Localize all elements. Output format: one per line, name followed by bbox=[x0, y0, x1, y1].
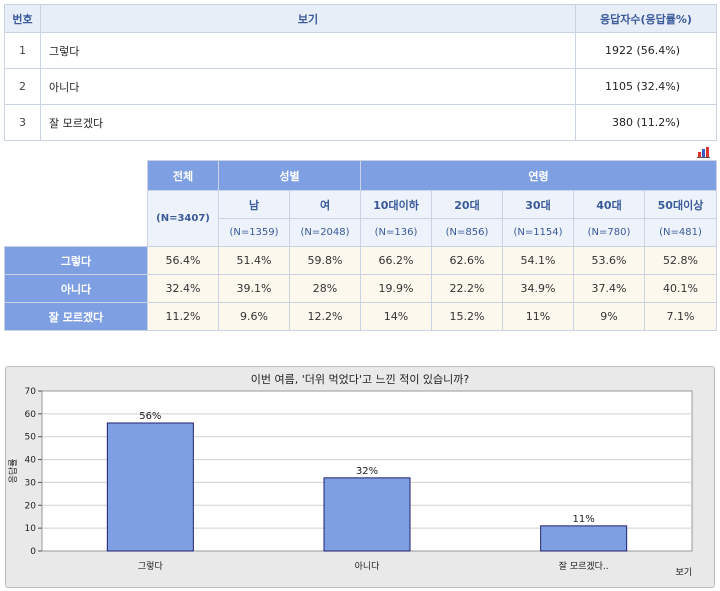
cell-value: 52.8% bbox=[644, 246, 717, 275]
chart-panel: 이번 여름, '더위 먹었다'고 느낀 적이 있습니까? 0 10 20 30 40 50… bbox=[5, 366, 715, 588]
x-axis-label: 보기 bbox=[675, 567, 692, 578]
column-n: (N=481) bbox=[644, 218, 717, 247]
column-label: 30대 bbox=[502, 190, 574, 219]
cell-value: 11% bbox=[502, 302, 574, 331]
cell-value: 37.4% bbox=[573, 274, 645, 303]
cross-tab-table: 전체 성별 연령 (N=3407) 남 여 10대이하 20대 30대 40대 … bbox=[4, 160, 717, 331]
cell-value: 11.2% bbox=[147, 302, 219, 331]
table-row: 잘 모르겠다 11.2% 9.6% 12.2% 14% 15.2% 11% 9%… bbox=[4, 302, 717, 331]
y-tick-label: 50 bbox=[25, 433, 37, 443]
bars: 56% 32% 11% bbox=[106, 411, 628, 552]
column-n: (N=1359) bbox=[218, 218, 290, 247]
bar-chart-icon[interactable] bbox=[697, 147, 710, 158]
cell-value: 54.1% bbox=[502, 246, 574, 275]
cell-value: 19.9% bbox=[360, 274, 432, 303]
total-n: (N=3407) bbox=[147, 190, 219, 247]
bar-data-label: 32% bbox=[356, 466, 378, 477]
cell-value: 28% bbox=[289, 274, 361, 303]
table-row: 1 그렇다 1922 (56.4%) bbox=[4, 32, 717, 69]
x-tick-label: 아니다 bbox=[355, 561, 381, 572]
y-axis-ticks: 0 10 20 30 40 50 60 70 bbox=[25, 387, 42, 557]
column-n: (N=780) bbox=[573, 218, 645, 247]
row-option: 아니다 bbox=[40, 68, 576, 105]
column-label: 20대 bbox=[431, 190, 503, 219]
bar-data-label: 11% bbox=[573, 514, 595, 525]
y-axis-label: 응답률 bbox=[7, 459, 19, 484]
cell-value: 34.9% bbox=[502, 274, 574, 303]
x-tick-label: 잘 모르겠다.. bbox=[559, 560, 609, 572]
chart-title: 이번 여름, '더위 먹었다'고 느낀 적이 있습니까? bbox=[251, 373, 470, 386]
cell-value: 59.8% bbox=[289, 246, 361, 275]
row-label: 그렇다 bbox=[4, 246, 148, 275]
column-label: 여 bbox=[289, 190, 361, 219]
table-row: 그렇다 56.4% 51.4% 59.8% 66.2% 62.6% 54.1% … bbox=[4, 246, 717, 275]
cell-value: 7.1% bbox=[644, 302, 717, 331]
row-number: 3 bbox=[4, 104, 41, 141]
bar-chart: 이번 여름, '더위 먹었다'고 느낀 적이 있습니까? 0 10 20 30 40 50… bbox=[7, 373, 693, 578]
cell-value: 12.2% bbox=[289, 302, 361, 331]
cell-value: 32.4% bbox=[147, 274, 219, 303]
y-tick-label: 20 bbox=[25, 501, 37, 511]
x-tick-label: 그렇다 bbox=[138, 561, 164, 572]
row-option: 잘 모르겠다 bbox=[40, 104, 576, 141]
bar bbox=[106, 422, 194, 552]
y-tick-label: 60 bbox=[25, 410, 37, 420]
column-label: 40대 bbox=[573, 190, 645, 219]
header-age: 연령 bbox=[360, 160, 717, 191]
row-number: 2 bbox=[4, 68, 41, 105]
row-result: 1105 (32.4%) bbox=[575, 68, 717, 105]
header-number: 번호 bbox=[4, 4, 41, 33]
bar bbox=[540, 525, 628, 552]
header-responses: 응답자수(응답률%) bbox=[575, 4, 717, 33]
row-label: 잘 모르겠다 bbox=[4, 302, 148, 331]
y-tick-label: 30 bbox=[25, 478, 37, 488]
cell-value: 40.1% bbox=[644, 274, 717, 303]
header-option: 보기 bbox=[40, 4, 576, 33]
cell-value: 9.6% bbox=[218, 302, 290, 331]
column-n: (N=136) bbox=[360, 218, 432, 247]
header-total: 전체 bbox=[147, 160, 219, 191]
cell-value: 66.2% bbox=[360, 246, 432, 275]
column-label: 50대이상 bbox=[644, 190, 717, 219]
column-n: (N=2048) bbox=[289, 218, 361, 247]
table-row: 아니다 32.4% 39.1% 28% 19.9% 22.2% 34.9% 37… bbox=[4, 274, 717, 303]
question-table-header: 번호 보기 응답자수(응답률%) bbox=[4, 4, 717, 33]
column-n: (N=856) bbox=[431, 218, 503, 247]
question-options-table: 번호 보기 응답자수(응답률%) 1 그렇다 1922 (56.4%) 2 아니… bbox=[4, 4, 717, 141]
column-label: 10대이하 bbox=[360, 190, 432, 219]
row-result: 380 (11.2%) bbox=[575, 104, 717, 141]
cell-value: 15.2% bbox=[431, 302, 503, 331]
row-option: 그렇다 bbox=[40, 32, 576, 69]
cell-value: 62.6% bbox=[431, 246, 503, 275]
x-axis-labels: 그렇다 아니다 잘 모르겠다.. bbox=[138, 560, 609, 572]
row-number: 1 bbox=[4, 32, 41, 69]
bar bbox=[323, 477, 411, 552]
column-label: 남 bbox=[218, 190, 290, 219]
bar-data-label: 56% bbox=[139, 411, 161, 422]
cell-value: 56.4% bbox=[147, 246, 219, 275]
table-row: 3 잘 모르겠다 380 (11.2%) bbox=[4, 104, 717, 141]
blank-corner bbox=[4, 160, 148, 247]
row-label: 아니다 bbox=[4, 274, 148, 303]
y-tick-label: 70 bbox=[25, 387, 37, 397]
table-row: 2 아니다 1105 (32.4%) bbox=[4, 68, 717, 105]
row-result: 1922 (56.4%) bbox=[575, 32, 717, 69]
cell-value: 22.2% bbox=[431, 274, 503, 303]
y-tick-label: 0 bbox=[30, 547, 36, 557]
cell-value: 14% bbox=[360, 302, 432, 331]
header-gender: 성별 bbox=[218, 160, 361, 191]
cell-value: 51.4% bbox=[218, 246, 290, 275]
cell-value: 53.6% bbox=[573, 246, 645, 275]
y-tick-label: 40 bbox=[25, 456, 37, 466]
y-tick-label: 10 bbox=[25, 524, 37, 534]
cell-value: 39.1% bbox=[218, 274, 290, 303]
column-n: (N=1154) bbox=[502, 218, 574, 247]
cell-value: 9% bbox=[573, 302, 645, 331]
